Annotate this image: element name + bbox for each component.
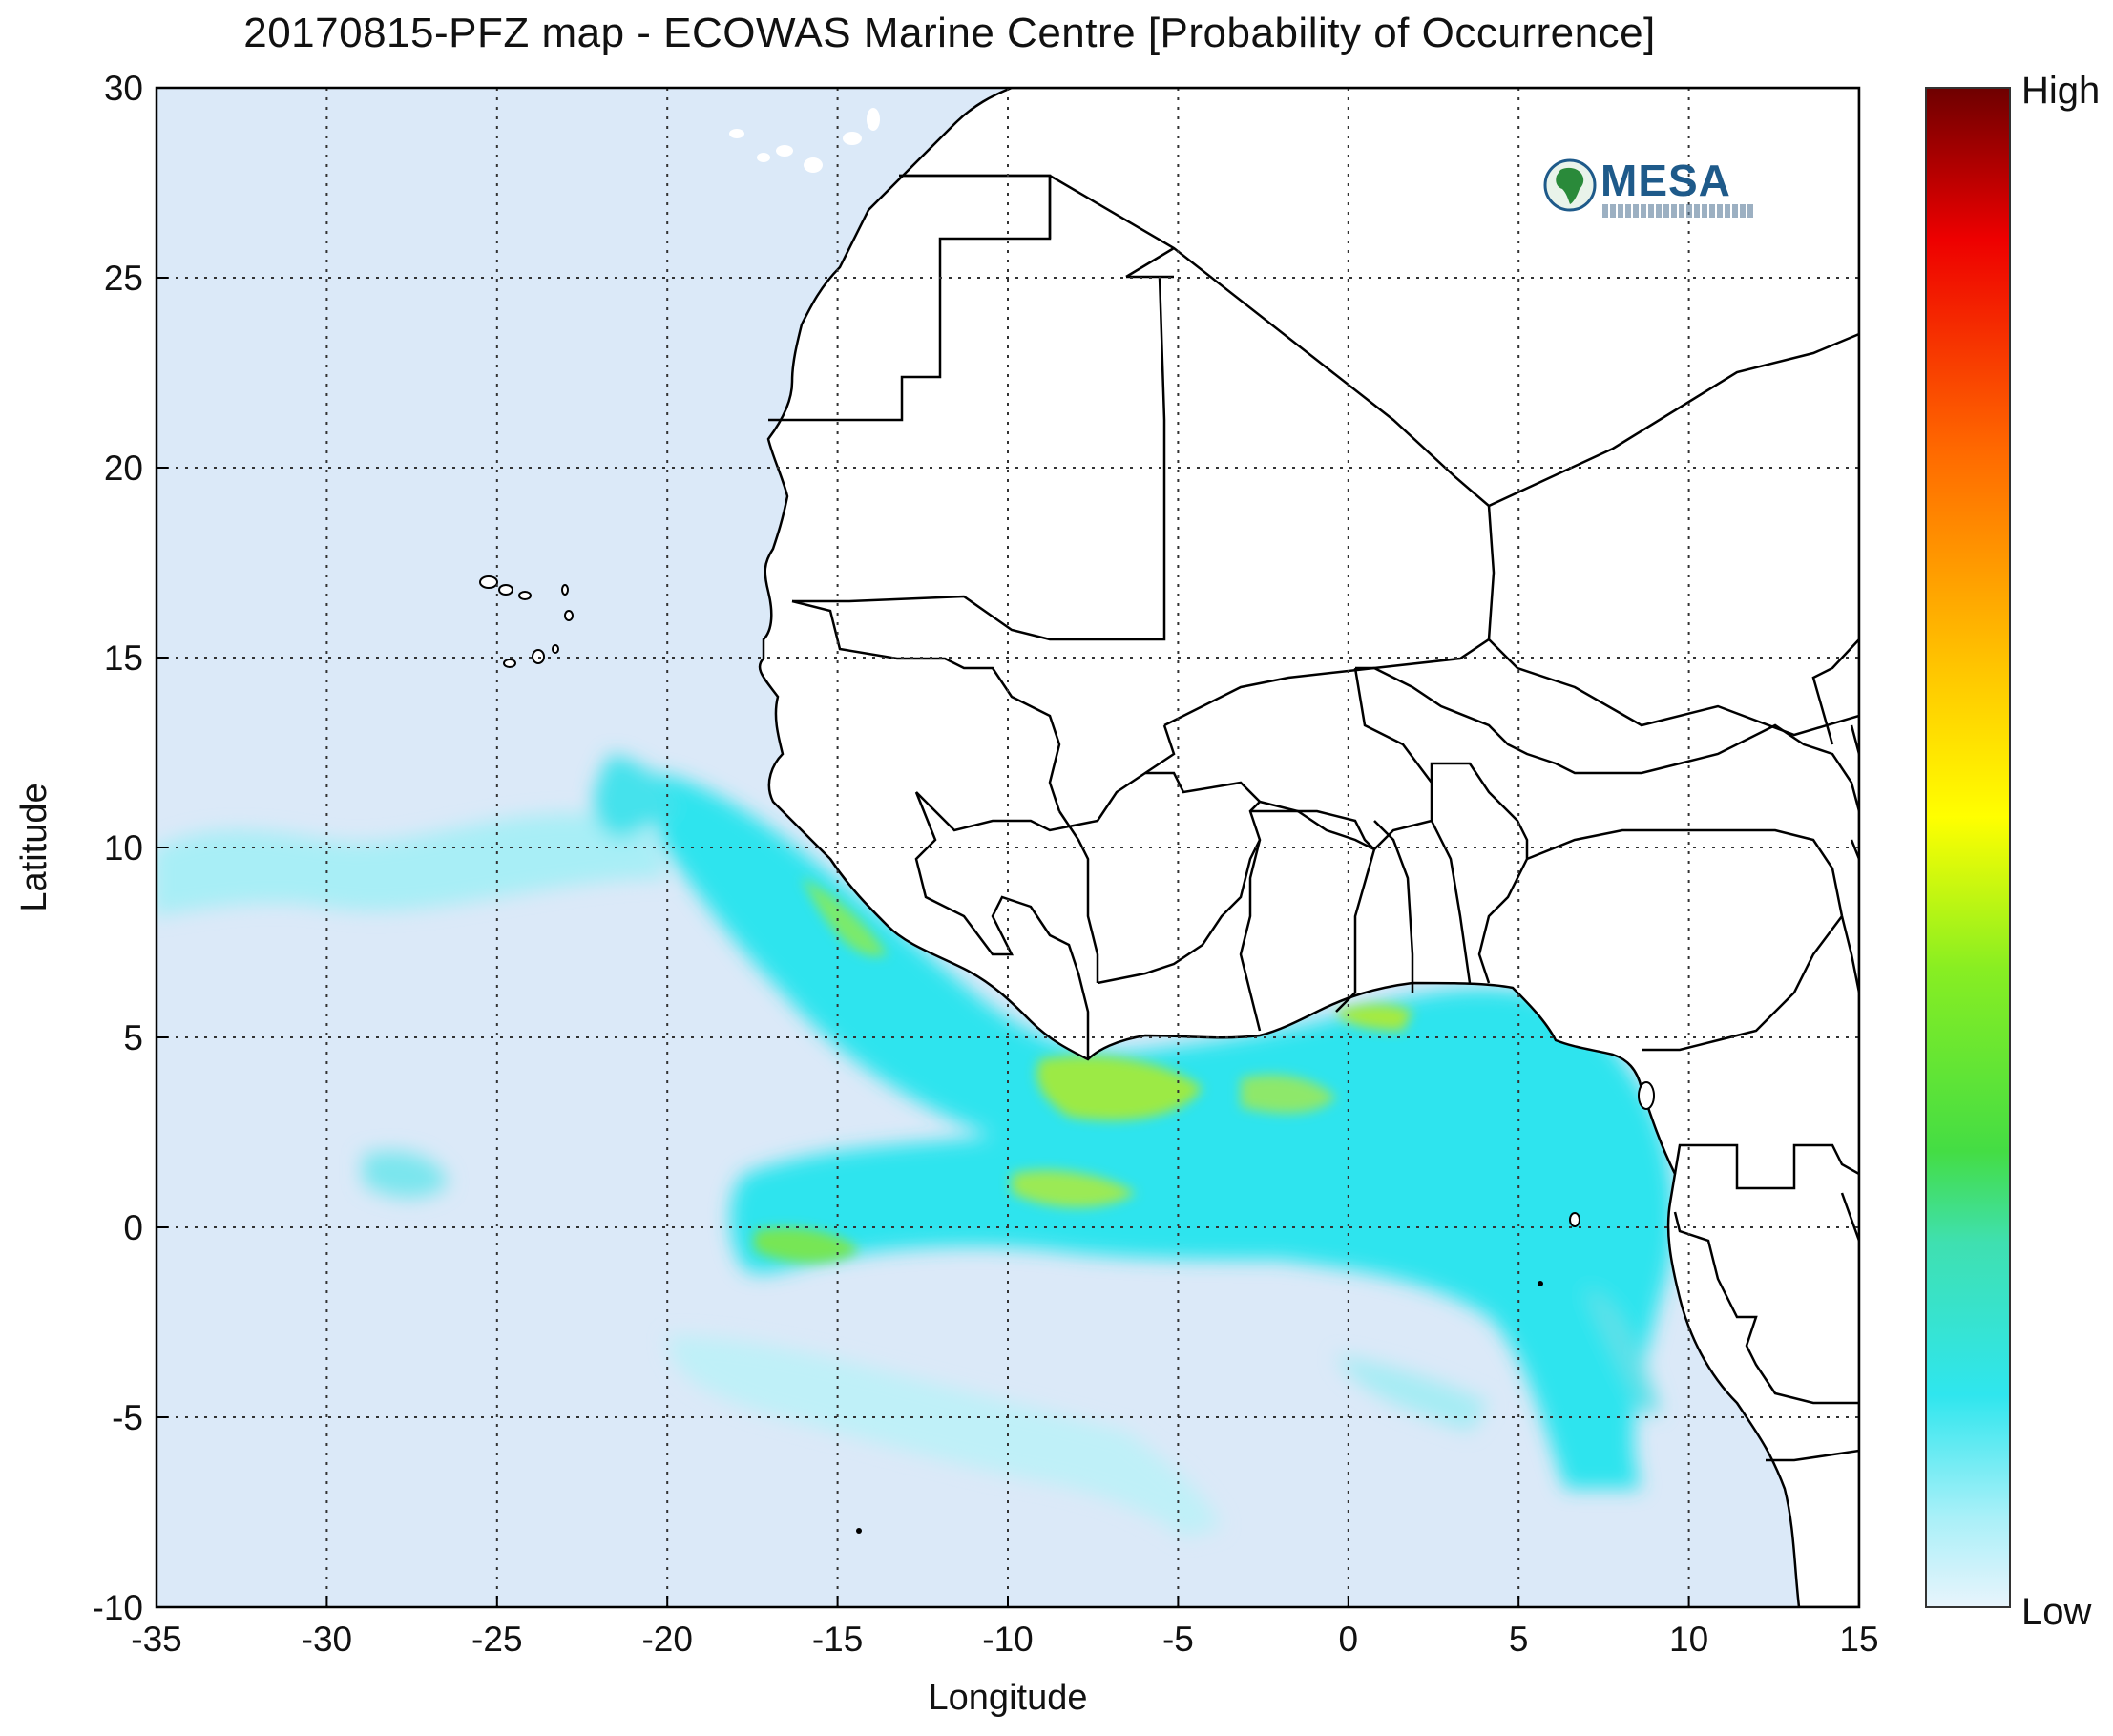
y-tick-label: 20	[104, 449, 143, 488]
colorbar-gradient	[1925, 87, 2011, 1608]
y-tick-label: 5	[123, 1018, 143, 1057]
sao-tome-island	[1569, 1212, 1580, 1227]
colorbar: High Low	[1925, 70, 2100, 1633]
bioko-island	[1638, 1081, 1655, 1110]
y-tick-label: 15	[104, 638, 143, 678]
country-borders	[768, 174, 1859, 1462]
x-tick-label: -10	[982, 1620, 1033, 1659]
grid-lines	[157, 88, 1859, 1607]
probability-field	[157, 754, 1674, 1537]
probability-hotspots	[754, 878, 1412, 1264]
canary-islands	[729, 108, 880, 173]
y-tick-label: 10	[104, 828, 143, 868]
annobon-dot	[1538, 1281, 1543, 1286]
map-title: 20170815-PFZ map - ECOWAS Marine Centre …	[243, 10, 1656, 56]
x-tick-label: -35	[131, 1620, 181, 1659]
africa-globe-icon	[1543, 158, 1597, 212]
y-tick-label: 30	[104, 69, 143, 108]
x-tick-label: 0	[1339, 1620, 1359, 1659]
y-tick-label: 0	[123, 1208, 143, 1247]
y-axis-ticks: 30 25 20 15 10 5 0 -5 -10	[93, 69, 168, 1627]
x-tick-label: 15	[1839, 1620, 1878, 1659]
logo-subtitle	[1602, 204, 1755, 218]
saint-helena-dot	[856, 1528, 862, 1534]
x-tick-label: -5	[1162, 1620, 1194, 1659]
x-tick-label: 5	[1509, 1620, 1529, 1659]
x-tick-label: -20	[641, 1620, 692, 1659]
x-axis-ticks: -35 -30 -25 -20 -15 -10 -5 0 5 10 15	[131, 1596, 1879, 1659]
x-tick-label: -15	[812, 1620, 863, 1659]
y-axis-label: Latitude	[14, 783, 54, 911]
y-tick-label: 25	[104, 259, 143, 298]
logo-text: MESA	[1600, 156, 1731, 205]
mesa-logo: MESA	[1541, 153, 1761, 229]
y-tick-label: -10	[93, 1588, 143, 1627]
colorbar-high-label: High	[2021, 70, 2100, 112]
x-axis-label: Longitude	[929, 1678, 1088, 1718]
x-tick-label: -25	[471, 1620, 522, 1659]
y-tick-label: -5	[112, 1398, 143, 1437]
colorbar-low-label: Low	[2021, 1591, 2091, 1633]
x-tick-label: -30	[302, 1620, 352, 1659]
x-tick-label: 10	[1669, 1620, 1708, 1659]
